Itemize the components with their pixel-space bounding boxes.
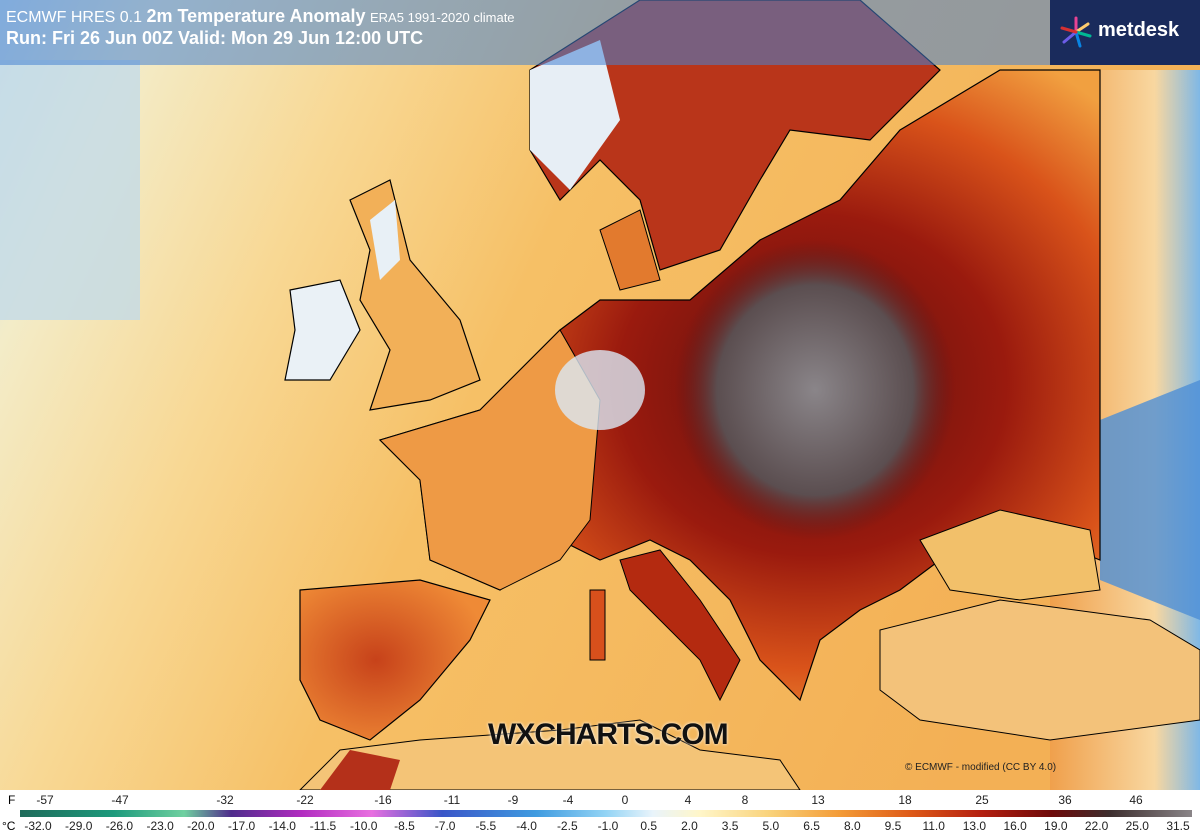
italy bbox=[619, 549, 741, 702]
colorbar-legend: F °C -57 -47 -32 -22 -16 -11 -9 -4 0 4 8 13 18 25 36 46… bbox=[0, 790, 1200, 834]
watermark: WXCHARTS.COM bbox=[488, 718, 729, 751]
celsius-label: -11.5 bbox=[309, 819, 337, 833]
fahrenheit-label: -57 bbox=[36, 793, 54, 807]
celsius-label: -20.0 bbox=[187, 819, 215, 833]
fahrenheit-label: 13 bbox=[811, 793, 825, 807]
black-sea bbox=[919, 509, 1101, 601]
cold-east bbox=[1100, 380, 1200, 620]
celsius-label: -17.0 bbox=[227, 819, 256, 833]
fahrenheit-label: 8 bbox=[741, 793, 749, 807]
fahrenheit-label: -16 bbox=[374, 793, 392, 807]
cool-spot bbox=[555, 350, 645, 430]
fahrenheit-label: 4 bbox=[684, 793, 692, 807]
anomaly-map bbox=[0, 0, 1200, 790]
fahrenheit-label: -11 bbox=[443, 793, 461, 807]
celsius-label: -29.0 bbox=[65, 819, 93, 833]
corsica-sardinia bbox=[589, 589, 606, 661]
title: 2m Temperature Anomaly bbox=[146, 6, 366, 26]
unit-label: °C bbox=[2, 819, 16, 833]
celsius-label: -1.0 bbox=[597, 819, 619, 833]
fahrenheit-label: -22 bbox=[296, 793, 314, 807]
celsius-label: 11.0 bbox=[922, 819, 945, 833]
celsius-label: -32.0 bbox=[24, 819, 52, 833]
celsius-label: -26.0 bbox=[105, 819, 134, 833]
celsius-label: 31.5 bbox=[1166, 819, 1190, 833]
celsius-label: 22.0 bbox=[1084, 819, 1109, 833]
celsius-label: 2.0 bbox=[681, 819, 698, 833]
anomaly-core bbox=[675, 240, 955, 540]
copyright: © ECMWF - modified (CC BY 4.0) bbox=[905, 762, 1057, 773]
celsius-label: -7.0 bbox=[434, 819, 456, 833]
iberia bbox=[299, 579, 491, 741]
norway-coast bbox=[530, 40, 620, 190]
logo-icon bbox=[1060, 16, 1092, 48]
logo: metdesk bbox=[1050, 0, 1200, 65]
fahrenheit-label: 46 bbox=[1129, 793, 1143, 807]
celsius-label: -4.0 bbox=[516, 819, 537, 833]
cold-sea bbox=[0, 60, 140, 320]
celsius-label: 5.0 bbox=[762, 819, 780, 833]
fahrenheit-label: -4 bbox=[562, 793, 574, 807]
celsius-label: 0.5 bbox=[640, 819, 658, 833]
logo-text: metdesk bbox=[1098, 19, 1180, 41]
ireland bbox=[284, 279, 361, 381]
celsius-label: 19.0 bbox=[1044, 819, 1068, 833]
climate: ERA5 1991-2020 climate bbox=[370, 10, 515, 25]
morocco-hot bbox=[320, 750, 400, 790]
north-africa bbox=[299, 719, 801, 790]
celsius-label: -5.5 bbox=[475, 819, 497, 833]
fahrenheit-label: 0 bbox=[621, 793, 629, 807]
fahrenheit-label: 25 bbox=[975, 793, 989, 807]
turkey bbox=[879, 599, 1200, 741]
celsius-label: 6.5 bbox=[803, 819, 820, 833]
celsius-label: 9.5 bbox=[884, 819, 902, 833]
run-info: Run: Fri 26 Jun 00Z Valid: Mon 29 Jun 12… bbox=[6, 28, 424, 48]
header: ECMWF HRES 0.1 2m Temperature Anomaly ER… bbox=[0, 0, 1050, 65]
celsius-label: 3.5 bbox=[721, 819, 739, 833]
france bbox=[379, 329, 601, 591]
fahrenheit-label: -47 bbox=[111, 793, 129, 807]
fahrenheit-label: 36 bbox=[1058, 793, 1072, 807]
celsius-label: -14.0 bbox=[268, 819, 296, 833]
celsius-label: 13.0 bbox=[962, 819, 987, 833]
denmark bbox=[599, 209, 661, 291]
celsius-label: 8.0 bbox=[843, 819, 861, 833]
fahrenheit-label: -9 bbox=[507, 793, 519, 807]
title-line: ECMWF HRES 0.1 2m Temperature Anomaly ER… bbox=[6, 6, 515, 27]
colorbar bbox=[20, 810, 1192, 817]
scotland-cool bbox=[370, 200, 400, 280]
celsius-label: -23.0 bbox=[146, 819, 174, 833]
unit-label: F bbox=[8, 793, 16, 807]
celsius-label: 25.0 bbox=[1125, 819, 1149, 833]
celsius-label: -10.0 bbox=[350, 819, 378, 833]
model: ECMWF HRES 0.1 bbox=[6, 9, 143, 26]
fahrenheit-label: -32 bbox=[216, 793, 234, 807]
fahrenheit-label: 18 bbox=[898, 793, 912, 807]
celsius-label: 16.0 bbox=[1003, 819, 1027, 833]
celsius-label: -2.5 bbox=[556, 819, 578, 833]
celsius-label: -8.5 bbox=[394, 819, 415, 833]
